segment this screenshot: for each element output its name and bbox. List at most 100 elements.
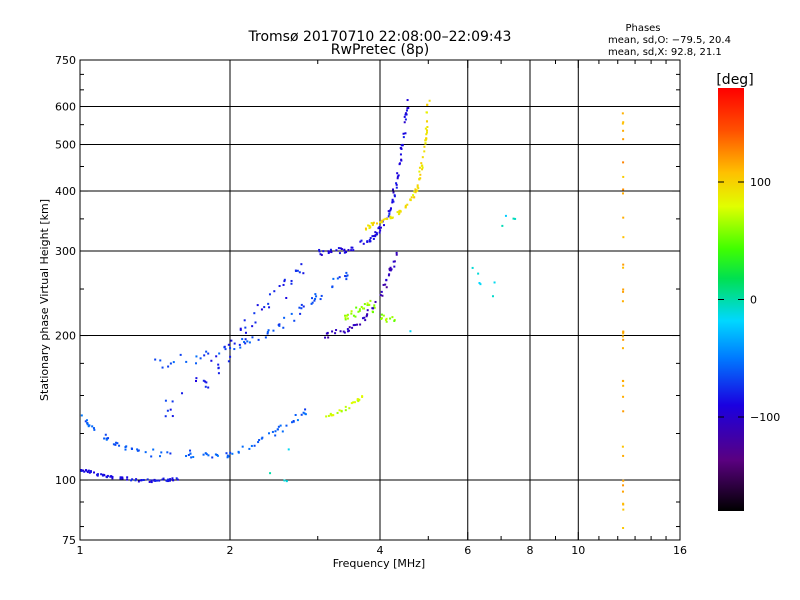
data-point bbox=[357, 400, 360, 403]
data-point bbox=[88, 471, 91, 474]
data-point bbox=[86, 422, 89, 425]
data-point bbox=[168, 478, 171, 481]
data-point bbox=[414, 191, 417, 194]
data-point bbox=[93, 471, 96, 474]
data-point bbox=[424, 139, 427, 142]
data-point bbox=[314, 297, 317, 300]
data-point bbox=[169, 452, 172, 455]
data-point bbox=[136, 448, 139, 451]
data-point bbox=[407, 107, 410, 110]
data-point bbox=[130, 479, 133, 482]
data-point bbox=[105, 475, 108, 478]
data-point bbox=[375, 222, 378, 225]
data-point bbox=[350, 402, 353, 405]
data-point bbox=[103, 437, 106, 440]
data-point bbox=[358, 309, 361, 312]
data-point bbox=[405, 109, 408, 112]
data-point bbox=[327, 252, 330, 255]
data-point bbox=[369, 299, 372, 302]
data-point bbox=[343, 331, 346, 334]
data-point bbox=[344, 405, 347, 408]
data-point bbox=[402, 132, 405, 135]
data-point bbox=[380, 290, 383, 293]
data-point bbox=[292, 420, 295, 423]
data-point bbox=[268, 306, 271, 309]
data-point bbox=[393, 260, 396, 263]
colorbar-tick-label: 100 bbox=[750, 176, 771, 189]
data-point bbox=[351, 326, 354, 329]
data-point bbox=[88, 424, 91, 427]
data-point bbox=[364, 319, 367, 322]
data-point bbox=[216, 454, 219, 457]
x-axis-label: Frequency [MHz] bbox=[333, 557, 425, 570]
data-point bbox=[339, 330, 342, 333]
data-point bbox=[141, 479, 144, 482]
data-point bbox=[379, 229, 382, 232]
colorbar-tick-label: −100 bbox=[750, 411, 780, 424]
x-tick-label: 6 bbox=[464, 544, 471, 557]
data-point bbox=[512, 217, 515, 220]
x-tick-label: 16 bbox=[673, 544, 687, 557]
data-point bbox=[622, 266, 625, 269]
data-point bbox=[384, 283, 387, 286]
y-tick-label: 400 bbox=[55, 185, 76, 198]
data-point bbox=[344, 275, 347, 278]
data-point bbox=[358, 308, 361, 311]
data-point bbox=[391, 201, 394, 204]
data-point bbox=[332, 277, 335, 280]
data-point bbox=[279, 424, 282, 427]
data-point bbox=[233, 348, 236, 351]
data-point bbox=[171, 415, 174, 418]
data-point bbox=[192, 455, 195, 458]
data-point bbox=[283, 316, 286, 319]
data-point bbox=[171, 479, 174, 482]
y-tick-label: 100 bbox=[55, 474, 76, 487]
data-point bbox=[331, 330, 334, 333]
data-point bbox=[164, 399, 167, 402]
data-point bbox=[80, 414, 83, 417]
data-point bbox=[478, 282, 481, 285]
data-point bbox=[199, 357, 202, 360]
data-point bbox=[181, 392, 184, 395]
x-tick-label: 10 bbox=[571, 544, 585, 557]
data-point bbox=[346, 274, 349, 277]
data-point bbox=[395, 253, 398, 256]
data-point bbox=[256, 304, 259, 307]
data-point bbox=[400, 147, 403, 150]
data-point bbox=[161, 478, 164, 481]
data-point bbox=[374, 300, 377, 303]
data-point bbox=[621, 335, 624, 338]
data-point bbox=[352, 249, 355, 252]
data-point bbox=[329, 248, 332, 251]
data-point bbox=[302, 305, 305, 308]
data-point bbox=[153, 478, 156, 481]
data-point bbox=[105, 438, 108, 441]
data-point bbox=[83, 470, 86, 473]
data-point bbox=[161, 366, 164, 369]
data-point bbox=[246, 340, 249, 343]
data-point bbox=[379, 293, 382, 296]
data-point bbox=[135, 478, 138, 481]
data-points bbox=[80, 99, 625, 529]
data-point bbox=[93, 428, 96, 431]
data-point bbox=[365, 315, 368, 318]
data-point bbox=[150, 455, 153, 458]
data-point bbox=[278, 323, 281, 326]
data-point bbox=[374, 231, 377, 234]
data-point bbox=[214, 453, 217, 456]
data-point bbox=[395, 186, 398, 189]
data-point bbox=[365, 228, 368, 231]
data-point bbox=[227, 360, 230, 363]
data-point bbox=[253, 444, 256, 447]
data-point bbox=[372, 237, 375, 240]
data-point bbox=[179, 353, 182, 356]
data-point bbox=[202, 379, 205, 382]
x-tick-label: 1 bbox=[77, 544, 84, 557]
data-point bbox=[366, 309, 369, 312]
data-point bbox=[622, 395, 625, 398]
data-point bbox=[202, 453, 205, 456]
data-point bbox=[395, 183, 398, 186]
data-point bbox=[366, 313, 369, 316]
data-point bbox=[622, 330, 625, 333]
data-point bbox=[229, 355, 232, 358]
